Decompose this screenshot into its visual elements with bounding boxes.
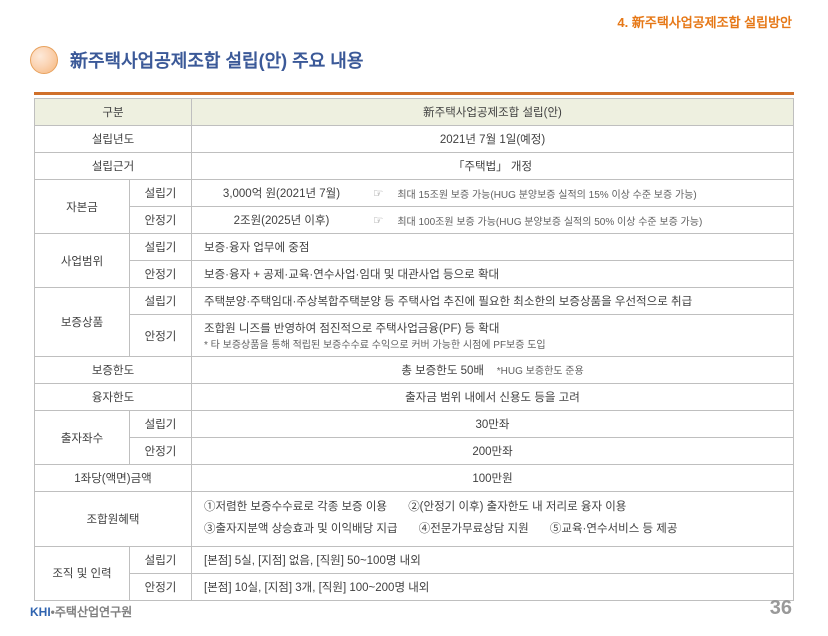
value-establish-year: 2021년 7월 1일(예정) bbox=[192, 126, 794, 153]
label-establish-year: 설립년도 bbox=[35, 126, 192, 153]
label-org-setup: 설립기 bbox=[130, 546, 192, 573]
label-capital-setup: 설립기 bbox=[130, 180, 192, 207]
row-bizscope-setup: 사업범위 설립기 보증·융자 업무에 중점 bbox=[35, 234, 794, 261]
row-per-share: 1좌당(액면)금액 100만원 bbox=[35, 465, 794, 492]
label-org-stable: 안정기 bbox=[130, 573, 192, 600]
row-establish-basis: 설립근거 「주택법」 개정 bbox=[35, 153, 794, 180]
row-loan-limit: 융자한도 출자금 범위 내에서 신용도 등을 고려 bbox=[35, 384, 794, 411]
benefit-item: ③출자지분액 상승효과 및 이익배당 지급 bbox=[204, 519, 398, 541]
value-guarantee-limit: 총 보증한도 50배 *HUG 보증한도 준용 bbox=[192, 357, 794, 384]
value-shares-setup: 30만좌 bbox=[192, 411, 794, 438]
capital-stable-main: 2조원(2025년 이후) bbox=[204, 212, 359, 228]
page-number: 36 bbox=[770, 597, 792, 620]
arrow-icon: ☞ bbox=[373, 186, 383, 200]
value-org-stable: [본점] 10실, [지점] 3개, [직원] 100~200명 내외 bbox=[192, 573, 794, 600]
label-shares-stable: 안정기 bbox=[130, 438, 192, 465]
row-capital-stable: 안정기 2조원(2025년 이후) ☞ 최대 100조원 보증 가능(HUG 분… bbox=[35, 207, 794, 234]
value-member-benefits: ①저렴한 보증수수료로 각종 보증 이용 ②(안정기 이후) 출자한도 내 저리… bbox=[192, 492, 794, 547]
value-gp-setup: 주택분양·주택임대·주상복합주택분양 등 주택사업 추진에 필요한 최소한의 보… bbox=[192, 288, 794, 315]
label-guarantee-product: 보증상품 bbox=[35, 288, 130, 357]
footer: KHI•주택산업연구원 bbox=[30, 603, 132, 620]
gp-stable-line1: 조합원 니즈를 반영하여 점진적으로 주택사업금융(PF) 등 확대 bbox=[204, 320, 785, 336]
label-establish-basis: 설립근거 bbox=[35, 153, 192, 180]
row-guarantee-product-stable: 안정기 조합원 니즈를 반영하여 점진적으로 주택사업금융(PF) 등 확대 *… bbox=[35, 315, 794, 357]
arrow-icon: ☞ bbox=[373, 213, 383, 227]
value-org-setup: [본점] 5실, [지점] 없음, [직원] 50~100명 내외 bbox=[192, 546, 794, 573]
page-title: 新주택사업공제조합 설립(안) 주요 내용 bbox=[70, 47, 363, 73]
gl-note: *HUG 보증한도 준용 bbox=[497, 366, 584, 377]
value-capital-setup: 3,000억 원(2021년 7월) ☞ 최대 15조원 보증 가능(HUG 분… bbox=[192, 180, 794, 207]
row-org-setup: 조직 및 인력 설립기 [본점] 5실, [지점] 없음, [직원] 50~10… bbox=[35, 546, 794, 573]
label-bizscope: 사업범위 bbox=[35, 234, 130, 288]
row-shares-stable: 안정기 200만좌 bbox=[35, 438, 794, 465]
label-shares: 출자좌수 bbox=[35, 411, 130, 465]
row-capital-setup: 자본금 설립기 3,000억 원(2021년 7월) ☞ 최대 15조원 보증 … bbox=[35, 180, 794, 207]
capital-setup-main: 3,000억 원(2021년 7월) bbox=[204, 185, 359, 201]
row-bizscope-stable: 안정기 보증·융자 + 공제·교육·연수사업·임대 및 대관사업 등으로 확대 bbox=[35, 261, 794, 288]
label-shares-setup: 설립기 bbox=[130, 411, 192, 438]
value-gp-stable: 조합원 니즈를 반영하여 점진적으로 주택사업금융(PF) 등 확대 * 타 보… bbox=[192, 315, 794, 357]
row-establish-year: 설립년도 2021년 7월 1일(예정) bbox=[35, 126, 794, 153]
value-establish-basis: 「주택법」 개정 bbox=[192, 153, 794, 180]
benefit-item: ②(안정기 이후) 출자한도 내 저리로 융자 이용 bbox=[408, 497, 626, 519]
benefit-item: ④전문가무료상담 지원 bbox=[419, 519, 529, 541]
label-per-share: 1좌당(액면)금액 bbox=[35, 465, 192, 492]
label-loan-limit: 융자한도 bbox=[35, 384, 192, 411]
value-per-share: 100만원 bbox=[192, 465, 794, 492]
label-bizscope-stable: 안정기 bbox=[130, 261, 192, 288]
row-shares-setup: 출자좌수 설립기 30만좌 bbox=[35, 411, 794, 438]
row-guarantee-limit: 보증한도 총 보증한도 50배 *HUG 보증한도 준용 bbox=[35, 357, 794, 384]
label-bizscope-setup: 설립기 bbox=[130, 234, 192, 261]
gl-main: 총 보증한도 50배 bbox=[401, 365, 484, 377]
header-category: 구분 bbox=[35, 99, 192, 126]
footer-org: 주택산업연구원 bbox=[55, 605, 132, 619]
label-org: 조직 및 인력 bbox=[35, 546, 130, 600]
value-shares-stable: 200만좌 bbox=[192, 438, 794, 465]
value-bizscope-setup: 보증·융자 업무에 중점 bbox=[192, 234, 794, 261]
table-top-bar bbox=[34, 92, 794, 95]
gp-stable-line2: * 타 보증상품을 통해 적립된 보증수수료 수익으로 커버 가능한 시점에 P… bbox=[204, 336, 785, 351]
benefit-item: ①저렴한 보증수수료로 각종 보증 이용 bbox=[204, 497, 387, 519]
label-member-benefits: 조합원혜택 bbox=[35, 492, 192, 547]
value-bizscope-stable: 보증·융자 + 공제·교육·연수사업·임대 및 대관사업 등으로 확대 bbox=[192, 261, 794, 288]
label-gp-stable: 안정기 bbox=[130, 315, 192, 357]
label-gp-setup: 설립기 bbox=[130, 288, 192, 315]
label-capital-stable: 안정기 bbox=[130, 207, 192, 234]
row-guarantee-product-setup: 보증상품 설립기 주택분양·주택임대·주상복합주택분양 등 주택사업 추진에 필… bbox=[35, 288, 794, 315]
capital-setup-note: 최대 15조원 보증 가능(HUG 분양보증 실적의 15% 이상 수준 보증 … bbox=[397, 186, 785, 201]
table-header-row: 구분 新주택사업공제조합 설립(안) bbox=[35, 99, 794, 126]
bullet-icon bbox=[30, 46, 58, 74]
main-table: 구분 新주택사업공제조합 설립(안) 설립년도 2021년 7월 1일(예정) … bbox=[34, 98, 794, 601]
row-org-stable: 안정기 [본점] 10실, [지점] 3개, [직원] 100~200명 내외 bbox=[35, 573, 794, 600]
footer-khi: KHI bbox=[30, 605, 51, 619]
capital-stable-note: 최대 100조원 보증 가능(HUG 분양보증 실적의 50% 이상 수준 보증… bbox=[397, 213, 785, 228]
label-capital: 자본금 bbox=[35, 180, 130, 234]
row-member-benefits: 조합원혜택 ①저렴한 보증수수료로 각종 보증 이용 ②(안정기 이후) 출자한… bbox=[35, 492, 794, 547]
title-row: 新주택사업공제조합 설립(안) 주요 내용 bbox=[30, 46, 363, 74]
value-capital-stable: 2조원(2025년 이후) ☞ 최대 100조원 보증 가능(HUG 분양보증 … bbox=[192, 207, 794, 234]
header-plan: 新주택사업공제조합 설립(안) bbox=[192, 99, 794, 126]
chapter-label: 4. 新주택사업공제조합 설립방안 bbox=[617, 12, 792, 31]
label-guarantee-limit: 보증한도 bbox=[35, 357, 192, 384]
table-container: 구분 新주택사업공제조합 설립(안) 설립년도 2021년 7월 1일(예정) … bbox=[34, 92, 794, 601]
benefit-item: ⑤교육·연수서비스 등 제공 bbox=[550, 519, 678, 541]
value-loan-limit: 출자금 범위 내에서 신용도 등을 고려 bbox=[192, 384, 794, 411]
